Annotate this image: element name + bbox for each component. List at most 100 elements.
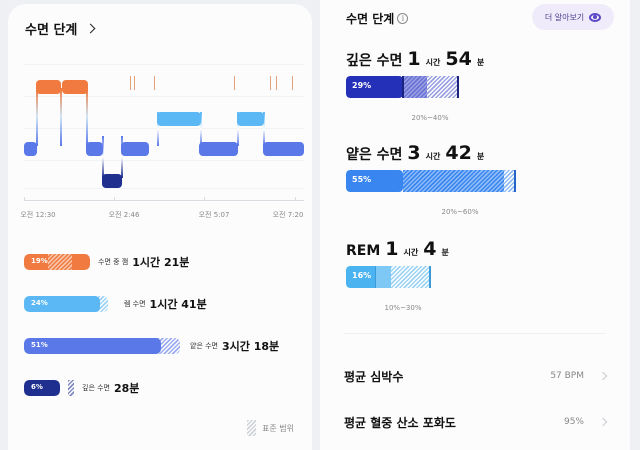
hours-unit: 시간 (403, 248, 419, 257)
rem-segment (157, 112, 201, 126)
x-tick (204, 197, 205, 201)
avg-heart-rate-row[interactable]: 평균 심박수 57 BPM (344, 366, 608, 386)
light-segment (24, 142, 37, 156)
light-segment (86, 142, 103, 156)
stage-minutes: 42 (445, 142, 472, 164)
awake-bar: 19% (24, 254, 90, 270)
x-tick (24, 197, 25, 201)
light-segment (121, 142, 149, 156)
sleep-stages-title-link[interactable]: 수면 단계 (25, 19, 96, 38)
detail-title-text: 수면 단계 (346, 12, 395, 26)
normal-range-text: 20%~40% (411, 114, 449, 122)
stage-minutes: 4 (423, 238, 437, 260)
gridline (24, 188, 304, 189)
gridline (24, 64, 304, 65)
minutes-unit: 분 (476, 58, 485, 67)
breakdown-row-light: 51% 얕은 수면 3시간 18분 (24, 338, 279, 354)
metric-value: 95% (563, 417, 584, 427)
x-axis (24, 200, 304, 201)
light-segment (263, 142, 304, 156)
normal-range-label: 표준 범위 (262, 423, 294, 433)
gridline (24, 96, 304, 97)
x-tick (114, 197, 115, 201)
learn-more-button[interactable]: 더 알아보기 (532, 4, 614, 30)
stage-connector (237, 112, 239, 146)
light-progress-bar: 55% (346, 170, 516, 192)
stage-connector (157, 112, 159, 146)
stage-connector (200, 112, 202, 146)
eye-icon (589, 12, 602, 22)
rem-duration: 1시간 41분 (149, 298, 207, 311)
stage-name: REM (346, 243, 381, 259)
deep-pct: 6% (31, 383, 43, 391)
metric-label: 평균 혈중 산소 포화도 (344, 415, 456, 430)
x-label: 오전 7:20 (272, 211, 304, 219)
rem-segment (237, 112, 264, 126)
hours-unit: 시간 (425, 58, 441, 67)
normal-range-hatch (145, 338, 180, 354)
stage-minutes: 54 (445, 48, 472, 70)
normal-range-hatch (86, 296, 108, 312)
learn-more-label: 더 알아보기 (544, 12, 585, 22)
rem-bar: 24% (24, 296, 108, 312)
chevron-right-icon (598, 371, 608, 381)
detail-title: 수면 단계 i (346, 10, 409, 27)
stage-connector (121, 136, 123, 178)
stage-name: 얕은 수면 (346, 147, 403, 163)
hours-unit: 시간 (425, 152, 441, 161)
x-tick (295, 197, 296, 201)
stage-pct: 55% (352, 175, 372, 184)
awake-pct: 19% (31, 257, 48, 265)
deep-duration: 28분 (114, 382, 140, 395)
stage-connector (102, 136, 104, 178)
awake-tick (154, 76, 155, 90)
normal-range-text: 20%~60% (441, 208, 479, 216)
avg-spo2-row[interactable]: 평균 혈중 산소 포화도 95% (344, 412, 608, 432)
stage-pct: 29% (352, 81, 372, 90)
info-icon[interactable]: i (397, 13, 409, 24)
deep-bar: 6% (24, 380, 60, 396)
stage-name: 깊은 수면 (346, 53, 403, 69)
awake-tick (134, 76, 135, 90)
light-bar: 51% (24, 338, 180, 354)
metric-value: 57 BPM (550, 371, 584, 381)
divider (344, 333, 606, 334)
breakdown-row-rem: 24% 렘 수면 1시간 41분 (24, 296, 207, 312)
stage-pct: 16% (352, 271, 372, 280)
normal-range-hatch (48, 254, 72, 270)
awake-tick (276, 76, 277, 90)
normal-range-text: 10%~30% (384, 304, 422, 312)
light-duration: 3시간 18분 (222, 340, 280, 353)
awake-duration: 1시간 21분 (132, 256, 190, 269)
awake-tick (234, 76, 235, 90)
awake-tick (130, 76, 131, 90)
normal-range-legend: 표준 범위 (247, 420, 294, 436)
sleep-stages-title: 수면 단계 (25, 23, 78, 38)
stage-hours: 1 (385, 238, 399, 260)
awake-tick (292, 76, 293, 90)
normal-range-hatch (403, 76, 427, 98)
rem-pct: 24% (31, 299, 48, 307)
chevron-right-icon (598, 417, 608, 427)
light-pct: 51% (31, 341, 48, 349)
stage-hours: 1 (407, 48, 421, 70)
deep-progress-bar: 29% (346, 76, 459, 98)
gridline (24, 160, 304, 161)
sleep-stages-card: 수면 단계 (8, 4, 312, 450)
hypnogram-chart: 오전 12:30 오전 2:46 오전 5:07 오전 7:20 (20, 60, 304, 219)
rem-progress-bar: 16% (346, 266, 431, 288)
awake-segment (62, 80, 88, 94)
awake-label: 수면 중 깸 (98, 258, 129, 266)
minutes-unit: 분 (476, 152, 485, 161)
light-segment (199, 142, 238, 156)
normal-range-fill (376, 266, 391, 288)
deep-label: 깊은 수면 (82, 384, 110, 392)
x-label: 오전 12:30 (20, 211, 56, 219)
range-hatch (504, 170, 514, 192)
hatch-swatch-icon (247, 420, 257, 436)
deep-segment (102, 174, 122, 188)
stage-connector (36, 88, 38, 146)
chevron-right-icon (85, 23, 96, 34)
rem-label: 렘 수면 (124, 300, 146, 308)
breakdown-row-deep: 6% 깊은 수면 28분 (24, 380, 139, 396)
